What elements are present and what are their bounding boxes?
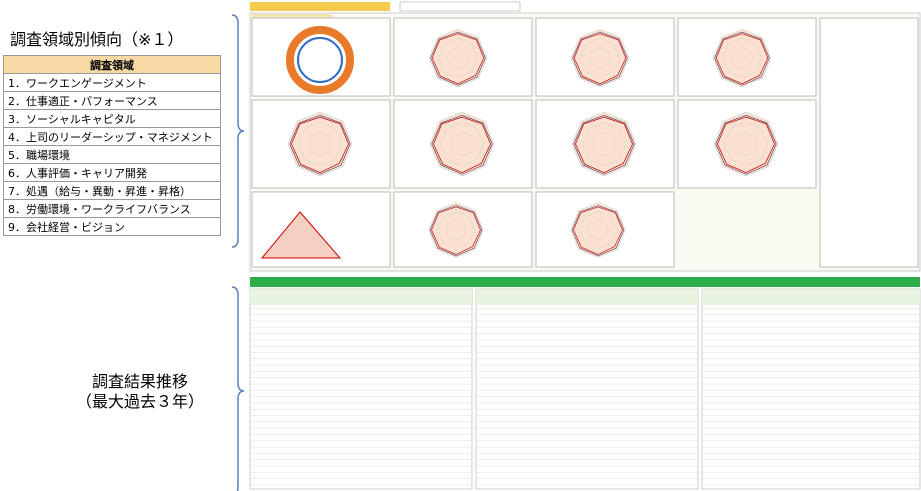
section-title: 調査領域別傾向（※１） [10,30,184,49]
domain-item: 7．処遇（給与・異動・昇進・昇格） [3,181,221,200]
label-line: （最大過去３年） [75,392,204,411]
table-header: 調査領域 [3,55,221,74]
domain-item: 9．会社経営・ビジョン [3,217,221,236]
domain-table: 調査領域 1．ワークエンゲージメント 2．仕事適正・パフォーマンス 3．ソーシャルキ… [3,55,221,236]
domain-item: 1．ワークエンゲージメント [3,73,221,92]
label-line: 調査結果推移 [91,372,188,391]
trend-label: 調査結果推移 （最大過去３年） [40,372,240,412]
domain-item: 8．労働環境・ワークライフバランス [3,199,221,218]
